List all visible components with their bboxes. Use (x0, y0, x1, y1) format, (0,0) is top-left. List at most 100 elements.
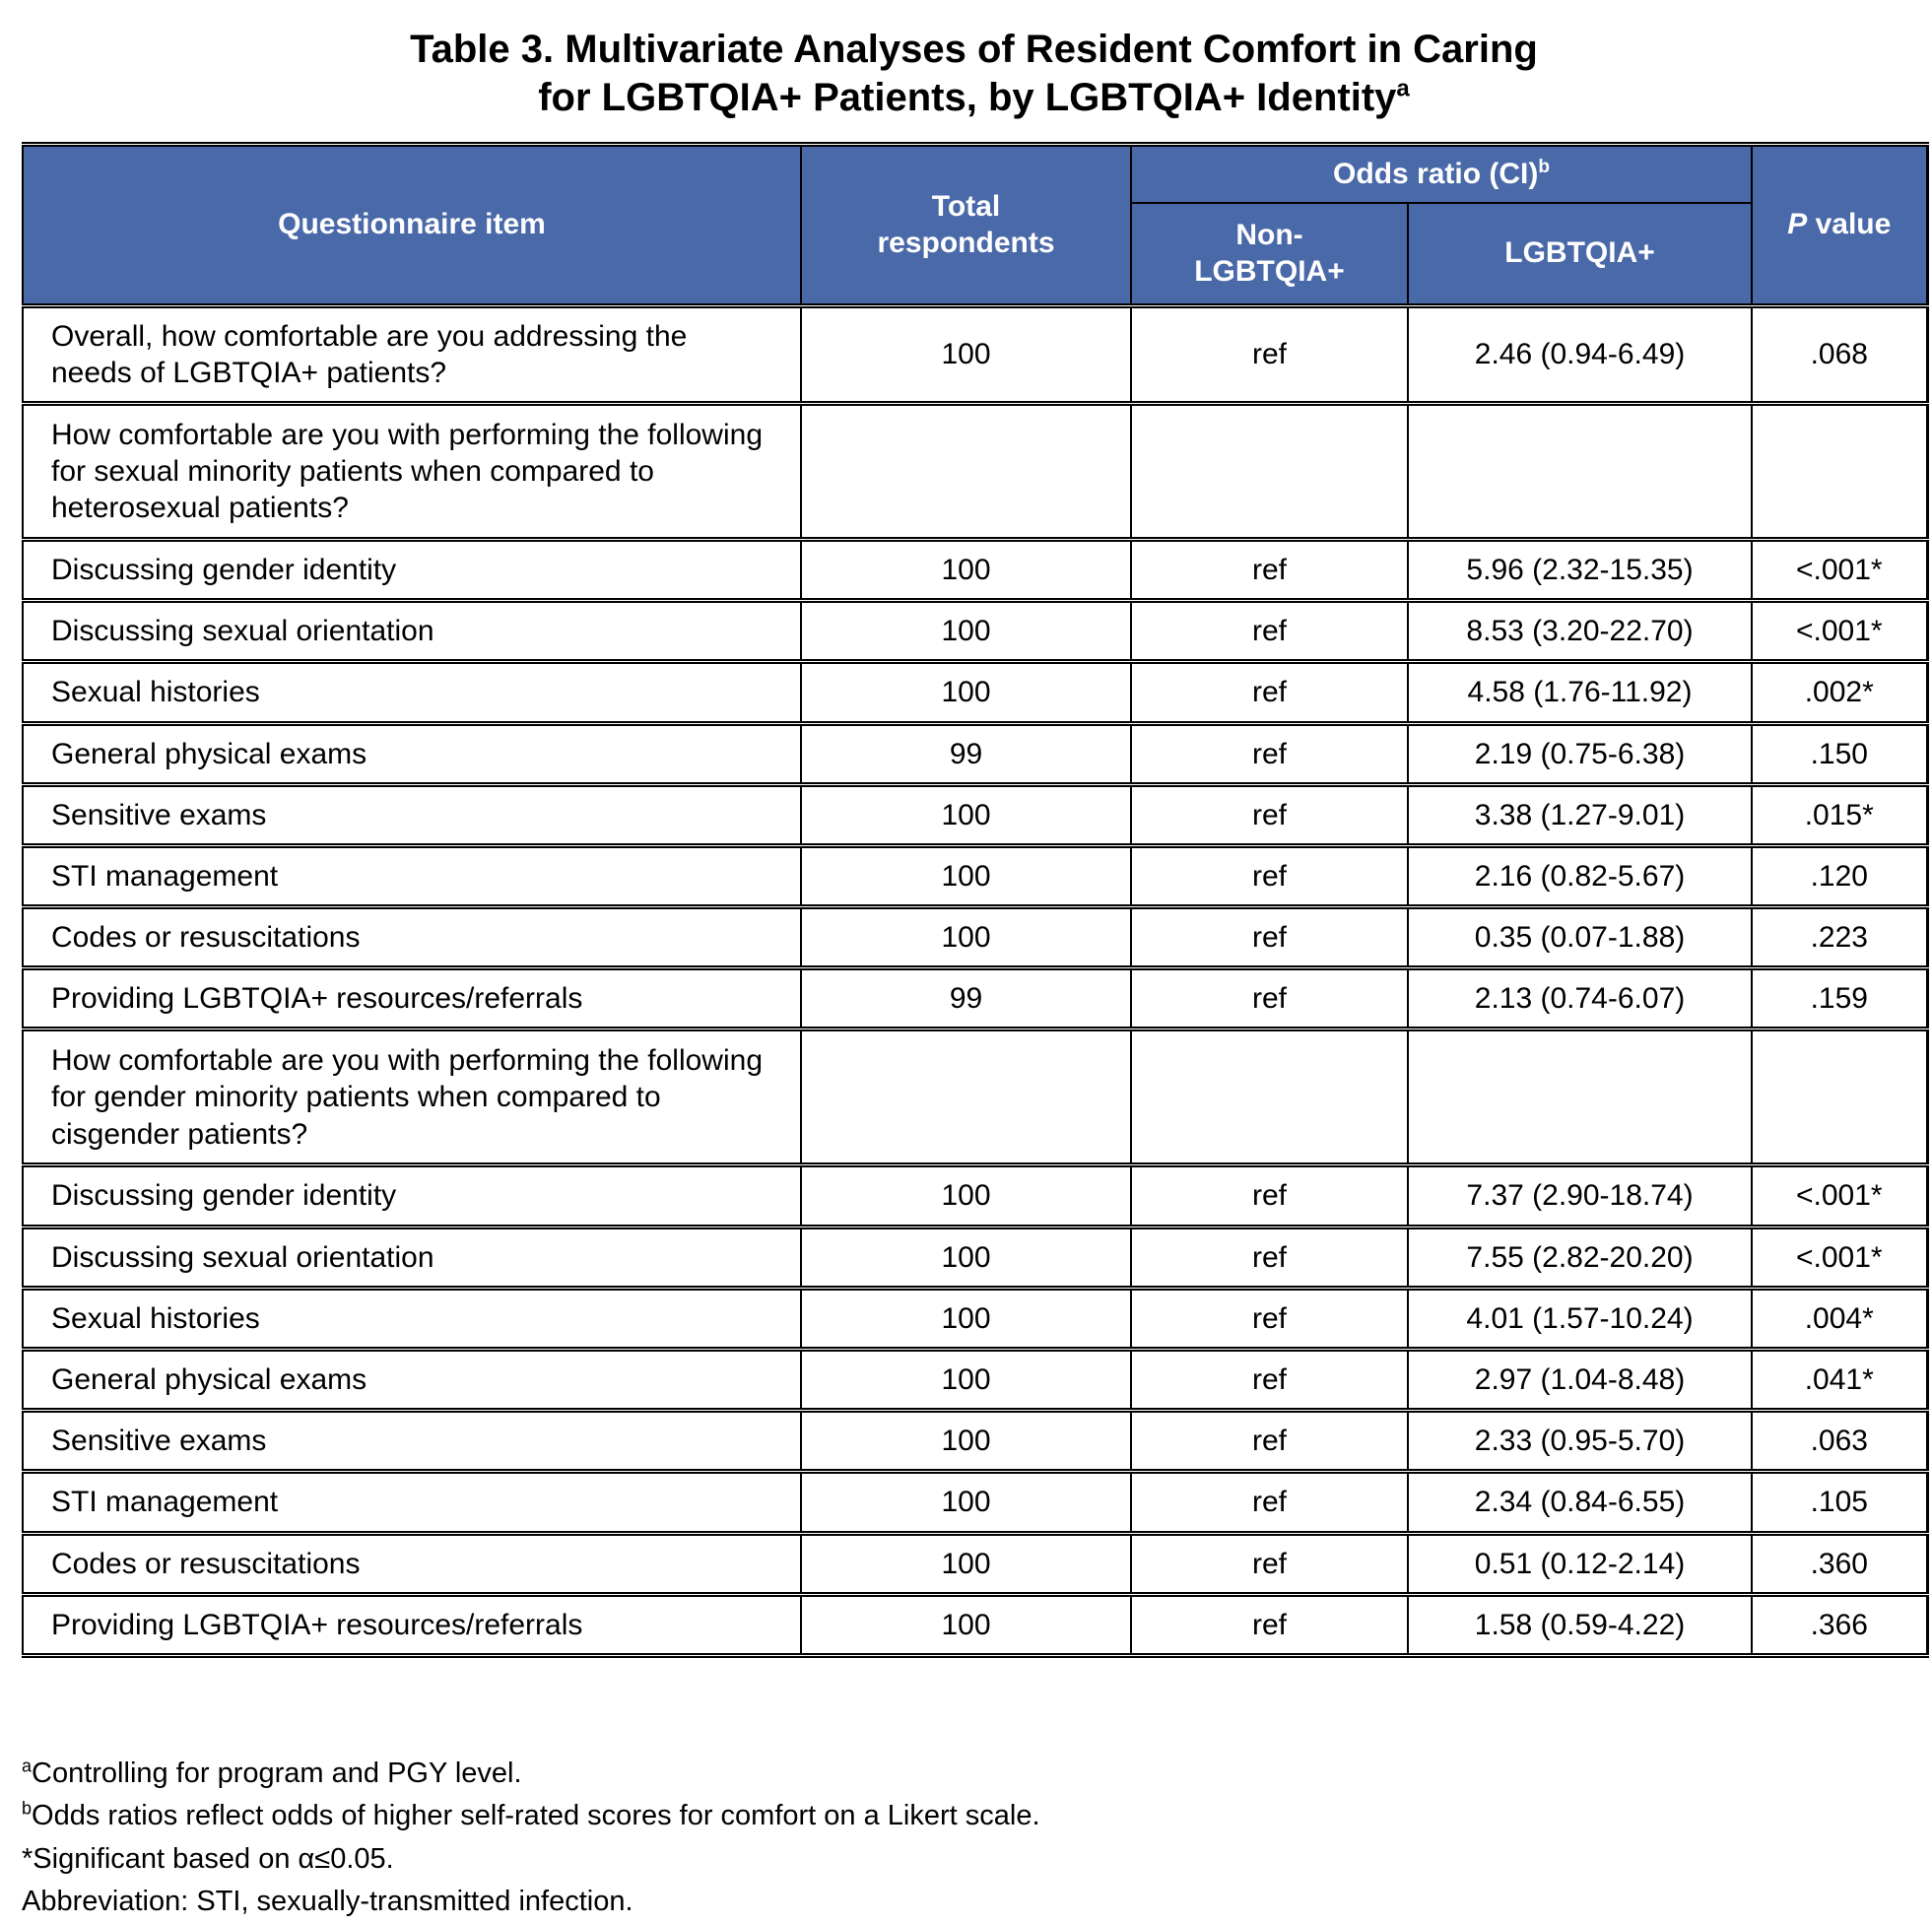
cell-odds-lgbtqia: 2.97 (1.04-8.48) (1406, 1347, 1754, 1414)
cell-total-respondents: 100 (800, 1224, 1132, 1291)
cell-odds-non-lgbtqia: ref (1130, 1162, 1409, 1229)
cell-p-value: .105 (1751, 1469, 1929, 1536)
table-body: Overall, how comfortable are you address… (22, 302, 1929, 1658)
header-row-sub: Non-LGBTQIA+ LGBTQIA+ (23, 202, 1927, 308)
cell-odds-non-lgbtqia (1130, 400, 1409, 542)
table-row: Sensitive exams 100 ref 2.33 (0.95-5.70)… (22, 1408, 1929, 1475)
cell-odds-non-lgbtqia: ref (1130, 1408, 1409, 1475)
cell-odds-non-lgbtqia: ref (1130, 1591, 1409, 1658)
header-lgbtqia: LGBTQIA+ (1406, 202, 1754, 308)
cell-odds-lgbtqia: 5.96 (2.32-15.35) (1406, 536, 1754, 604)
cell-questionnaire-item: Overall, how comfortable are you address… (22, 302, 802, 406)
cell-total-respondents: 100 (800, 1162, 1132, 1229)
cell-questionnaire-item: Discussing sexual orientation (22, 598, 802, 665)
cell-odds-lgbtqia: 7.37 (2.90-18.74) (1406, 1162, 1754, 1229)
cell-p-value: .068 (1751, 302, 1929, 406)
cell-odds-non-lgbtqia: ref (1130, 536, 1409, 604)
table-title: Table 3. Multivariate Analyses of Reside… (22, 0, 1926, 122)
cell-questionnaire-item: How comfortable are you with performing … (22, 400, 802, 542)
cell-questionnaire-item: Discussing sexual orientation (22, 1224, 802, 1291)
footnote: Abbreviation: STI, sexually-transmitted … (22, 1881, 1926, 1924)
cell-total-respondents: 100 (800, 842, 1132, 910)
cell-odds-non-lgbtqia (1130, 1027, 1409, 1168)
table-row: Sexual histories 100 ref 4.01 (1.57-10.2… (22, 1285, 1929, 1353)
cell-odds-lgbtqia: 2.16 (0.82-5.67) (1406, 842, 1754, 910)
cell-total-respondents: 100 (800, 781, 1132, 848)
title-footnote-marker: a (1396, 75, 1410, 102)
cell-questionnaire-item: How comfortable are you with performing … (22, 1027, 802, 1168)
table-header: Questionnaire item Total respondents Odd… (22, 141, 1929, 308)
footnote-text: Odds ratios reflect odds of higher self-… (32, 1800, 1040, 1832)
cell-odds-non-lgbtqia: ref (1130, 965, 1409, 1032)
header-p-value: P value (1751, 141, 1929, 308)
table-row: Discussing sexual orientation 100 ref 7.… (22, 1224, 1929, 1291)
cell-total-respondents: 100 (800, 659, 1132, 726)
cell-p-value (1751, 1027, 1929, 1168)
cell-questionnaire-item: General physical exams (22, 720, 802, 787)
cell-questionnaire-item: Providing LGBTQIA+ resources/referrals (22, 965, 802, 1032)
table-row: Providing LGBTQIA+ resources/referrals 9… (22, 965, 1929, 1032)
cell-p-value: <.001* (1751, 598, 1929, 665)
cell-total-respondents: 99 (800, 965, 1132, 1032)
table-row: Providing LGBTQIA+ resources/referrals 1… (22, 1591, 1929, 1658)
header-non-lgbtqia: Non-LGBTQIA+ (1130, 202, 1409, 308)
cell-p-value: .223 (1751, 904, 1929, 971)
cell-p-value: .150 (1751, 720, 1929, 787)
cell-odds-lgbtqia (1406, 1027, 1754, 1168)
table-row: Codes or resuscitations 100 ref 0.35 (0.… (22, 904, 1929, 971)
cell-p-value (1751, 400, 1929, 542)
footnote-text: Abbreviation: STI, sexually-transmitted … (22, 1886, 633, 1918)
cell-odds-non-lgbtqia: ref (1130, 720, 1409, 787)
footnote: bOdds ratios reflect odds of higher self… (22, 1795, 1926, 1838)
cell-odds-lgbtqia: 3.38 (1.27-9.01) (1406, 781, 1754, 848)
cell-odds-lgbtqia: 2.19 (0.75-6.38) (1406, 720, 1754, 787)
cell-p-value: .004* (1751, 1285, 1929, 1353)
cell-odds-non-lgbtqia: ref (1130, 1285, 1409, 1353)
cell-questionnaire-item: Sensitive exams (22, 1408, 802, 1475)
cell-p-value: .063 (1751, 1408, 1929, 1475)
cell-p-value: .041* (1751, 1347, 1929, 1414)
cell-total-respondents: 100 (800, 1469, 1132, 1536)
cell-questionnaire-item: Discussing gender identity (22, 1162, 802, 1229)
cell-total-respondents: 100 (800, 536, 1132, 604)
cell-questionnaire-item: Sexual histories (22, 1285, 802, 1353)
footnote: *Significant based on α≤0.05. (22, 1838, 1926, 1882)
cell-total-respondents (800, 400, 1132, 542)
cell-p-value: .159 (1751, 965, 1929, 1032)
cell-questionnaire-item: Codes or resuscitations (22, 1530, 802, 1597)
cell-questionnaire-item: STI management (22, 842, 802, 910)
cell-total-respondents (800, 1027, 1132, 1168)
header-total-respondents: Total respondents (800, 141, 1132, 308)
cell-questionnaire-item: STI management (22, 1469, 802, 1536)
cell-total-respondents: 99 (800, 720, 1132, 787)
cell-odds-lgbtqia: 0.35 (0.07-1.88) (1406, 904, 1754, 971)
table-row: General physical exams 100 ref 2.97 (1.0… (22, 1347, 1929, 1414)
cell-odds-non-lgbtqia: ref (1130, 842, 1409, 910)
cell-odds-non-lgbtqia: ref (1130, 1530, 1409, 1597)
cell-odds-lgbtqia: 2.13 (0.74-6.07) (1406, 965, 1754, 1032)
header-odds-ratio: Odds ratio (CI)b (1129, 141, 1754, 205)
cell-questionnaire-item: Codes or resuscitations (22, 904, 802, 971)
cell-questionnaire-item: General physical exams (22, 1347, 802, 1414)
cell-questionnaire-item: Sexual histories (22, 659, 802, 726)
cell-odds-lgbtqia: 7.55 (2.82-20.20) (1406, 1224, 1754, 1291)
cell-odds-lgbtqia: 8.53 (3.20-22.70) (1406, 598, 1754, 665)
cell-p-value: .366 (1751, 1591, 1929, 1658)
table-row: Codes or resuscitations 100 ref 0.51 (0.… (22, 1530, 1929, 1597)
footnote-marker: a (22, 1756, 33, 1776)
table-title-line2: for LGBTQIA+ Patients, by LGBTQIA+ Ident… (538, 75, 1410, 119)
table-row: Discussing sexual orientation 100 ref 8.… (22, 598, 1929, 665)
table-row: Discussing gender identity 100 ref 7.37 … (22, 1162, 1929, 1229)
cell-total-respondents: 100 (800, 1530, 1132, 1597)
cell-p-value: .002* (1751, 659, 1929, 726)
footnotes: aControlling for program and PGY level. b… (22, 1753, 1926, 1924)
table-row: General physical exams 99 ref 2.19 (0.75… (22, 720, 1929, 787)
cell-total-respondents: 100 (800, 904, 1132, 971)
table-row: Sexual histories 100 ref 4.58 (1.76-11.9… (22, 659, 1929, 726)
table-title-line1: Table 3. Multivariate Analyses of Reside… (410, 28, 1538, 71)
footnote-marker: b (22, 1798, 33, 1819)
cell-total-respondents: 100 (800, 1591, 1132, 1658)
cell-p-value: .120 (1751, 842, 1929, 910)
cell-total-respondents: 100 (800, 1285, 1132, 1353)
cell-questionnaire-item: Sensitive exams (22, 781, 802, 848)
